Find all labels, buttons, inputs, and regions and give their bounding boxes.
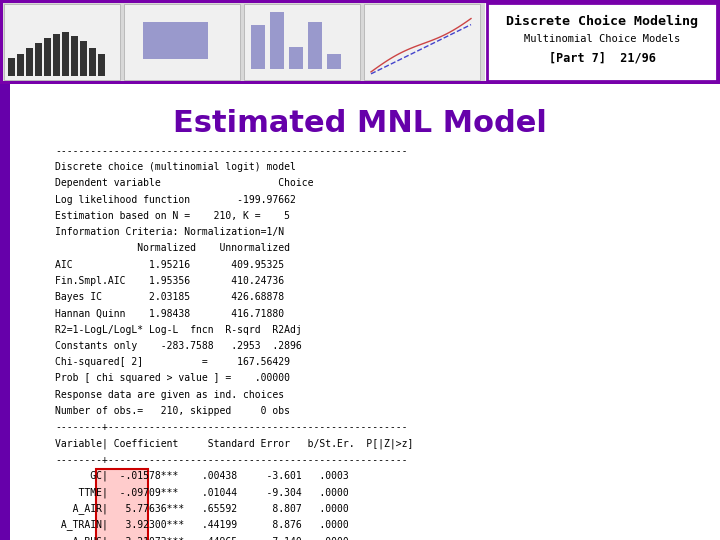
Text: --------+---------------------------------------------------: --------+-------------------------------… xyxy=(55,455,408,464)
Text: Information Criteria: Normalization=1/N: Information Criteria: Normalization=1/N xyxy=(55,227,284,237)
Bar xyxy=(0,84,10,540)
Bar xyxy=(53,35,60,76)
Text: Log likelihood function        -199.97662: Log likelihood function -199.97662 xyxy=(55,194,296,205)
Text: Discrete choice (multinomial logit) model: Discrete choice (multinomial logit) mode… xyxy=(55,162,296,172)
Text: Hannan Quinn    1.98438       416.71880: Hannan Quinn 1.98438 416.71880 xyxy=(55,308,284,319)
Bar xyxy=(143,22,208,59)
Bar xyxy=(80,42,87,76)
Text: Estimation based on N =    210, K =    5: Estimation based on N = 210, K = 5 xyxy=(55,211,290,221)
Bar xyxy=(251,25,265,69)
Text: TTME|  -.09709***    .01044     -9.304   .0000: TTME| -.09709*** .01044 -9.304 .0000 xyxy=(55,487,348,497)
Text: Normalized    Unnormalized: Normalized Unnormalized xyxy=(55,244,290,253)
Bar xyxy=(244,4,360,80)
Text: Bayes IC        2.03185       426.68878: Bayes IC 2.03185 426.68878 xyxy=(55,292,284,302)
Bar xyxy=(26,48,33,76)
Bar xyxy=(17,54,24,76)
Text: [Part 7]  21/96: [Part 7] 21/96 xyxy=(549,52,655,65)
Bar xyxy=(71,36,78,76)
Bar xyxy=(487,3,717,81)
Bar xyxy=(44,38,51,76)
Bar xyxy=(4,4,120,80)
Text: Prob [ chi squared > value ] =    .00000: Prob [ chi squared > value ] = .00000 xyxy=(55,373,290,383)
Bar xyxy=(364,4,480,80)
Bar xyxy=(89,48,96,76)
Bar xyxy=(308,22,322,69)
Bar xyxy=(124,4,240,80)
Bar xyxy=(3,3,485,81)
Text: Constants only    -283.7588   .2953  .2896: Constants only -283.7588 .2953 .2896 xyxy=(55,341,302,351)
Text: Dependent variable                    Choice: Dependent variable Choice xyxy=(55,178,313,188)
Text: Fin.Smpl.AIC    1.95356       410.24736: Fin.Smpl.AIC 1.95356 410.24736 xyxy=(55,276,284,286)
Bar xyxy=(62,31,69,76)
Text: Variable| Coefficient     Standard Error   b/St.Er.  P[|Z|>z]: Variable| Coefficient Standard Error b/S… xyxy=(55,438,413,449)
Bar xyxy=(98,54,105,76)
Bar xyxy=(270,12,284,69)
Bar xyxy=(8,58,15,76)
Text: Number of obs.=   210, skipped     0 obs: Number of obs.= 210, skipped 0 obs xyxy=(55,406,290,416)
Text: Response data are given as ind. choices: Response data are given as ind. choices xyxy=(55,389,284,400)
Text: A_AIR|   5.77636***   .65592      8.807   .0000: A_AIR| 5.77636*** .65592 8.807 .0000 xyxy=(55,503,348,514)
Text: Multinomial Choice Models: Multinomial Choice Models xyxy=(524,35,680,44)
Text: Estimated MNL Model: Estimated MNL Model xyxy=(173,109,547,138)
Text: Discrete Choice Modeling: Discrete Choice Modeling xyxy=(506,15,698,28)
Bar xyxy=(35,43,42,76)
Text: R2=1-LogL/LogL* Log-L  fncn  R-sqrd  R2Adj: R2=1-LogL/LogL* Log-L fncn R-sqrd R2Adj xyxy=(55,325,302,335)
Text: Chi-squared[ 2]          =     167.56429: Chi-squared[ 2] = 167.56429 xyxy=(55,357,290,367)
Bar xyxy=(327,54,341,69)
Text: A_TRAIN|   3.92300***   .44199      8.876   .0000: A_TRAIN| 3.92300*** .44199 8.876 .0000 xyxy=(55,519,348,530)
Text: A_BUS|   3.21073***   .44965      7.140   .0000: A_BUS| 3.21073*** .44965 7.140 .0000 xyxy=(55,536,348,540)
Text: GC|  -.01578***    .00438     -3.601   .0003: GC| -.01578*** .00438 -3.601 .0003 xyxy=(55,471,348,481)
Bar xyxy=(96,469,148,540)
Bar xyxy=(289,48,303,69)
Text: AIC             1.95216       409.95325: AIC 1.95216 409.95325 xyxy=(55,260,284,269)
Text: ------------------------------------------------------------: ----------------------------------------… xyxy=(55,146,408,156)
Text: --------+---------------------------------------------------: --------+-------------------------------… xyxy=(55,422,408,432)
